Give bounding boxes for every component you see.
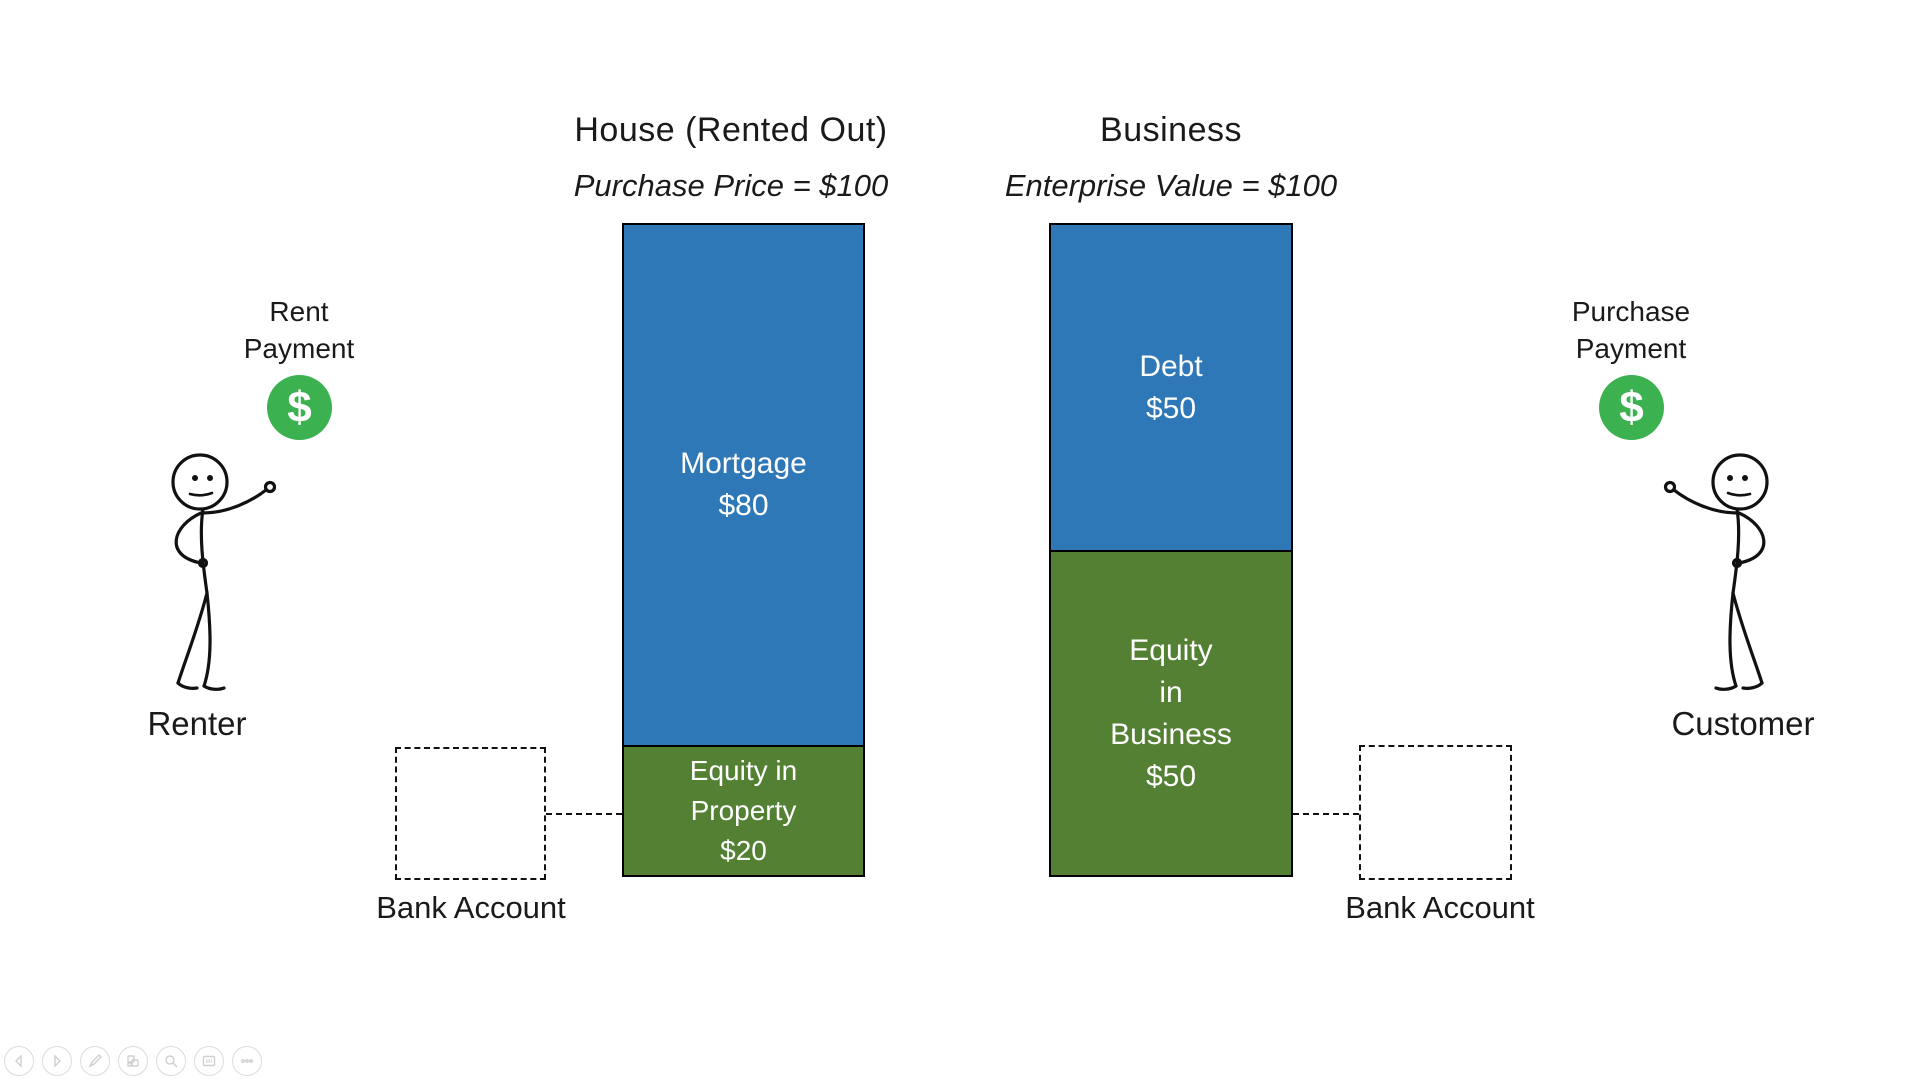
house-subtitle: Purchase Price = $100 xyxy=(573,168,889,203)
bank-connector-left xyxy=(546,813,622,815)
house-title: House (Rented Out) xyxy=(574,111,888,149)
segment-value-line: $50 xyxy=(1145,391,1197,425)
business-stacked-bar: Debt $50 Equity in Business $50 xyxy=(1049,223,1293,877)
slides-icon[interactable] xyxy=(118,1046,148,1076)
segment-label-line: Equity in xyxy=(689,755,798,786)
purchase-payment-line: Payment xyxy=(1575,333,1687,364)
dollar-symbol: $ xyxy=(287,382,312,432)
business-debt-segment: Debt $50 xyxy=(1051,225,1291,550)
rent-payment-label: Rent Payment xyxy=(199,293,399,367)
pen-icon[interactable] xyxy=(80,1046,110,1076)
segment-label-line: Equity xyxy=(1129,633,1213,667)
segment-label-line: Mortgage xyxy=(680,447,807,480)
segment-value-line: $50 xyxy=(1145,759,1197,793)
dollar-coin-icon: $ xyxy=(1599,375,1664,440)
segment-value-line: $80 xyxy=(718,489,769,522)
annotation-toolbar xyxy=(4,1046,262,1076)
customer-label: Customer xyxy=(1671,705,1815,742)
bank-account-box-left xyxy=(395,747,546,880)
business-title: Business xyxy=(1100,111,1242,149)
bank-account-label-right: Bank Account xyxy=(1345,890,1535,925)
segment-value-line: $20 xyxy=(720,835,767,866)
bank-connector-right xyxy=(1293,813,1359,815)
purchase-payment-label: Purchase Payment xyxy=(1531,293,1731,367)
next-icon[interactable] xyxy=(42,1046,72,1076)
bank-account-label-left: Bank Account xyxy=(376,890,566,925)
dollar-symbol: $ xyxy=(1619,382,1644,432)
segment-label-line: Business xyxy=(1110,717,1232,751)
rent-payment-line: Payment xyxy=(243,333,355,364)
previous-icon[interactable] xyxy=(4,1046,34,1076)
more-icon[interactable] xyxy=(232,1046,262,1076)
rent-payment-line: Rent xyxy=(269,296,329,327)
renter-stick-figure xyxy=(171,453,277,691)
segment-label-line: Property xyxy=(690,795,797,826)
business-subtitle: Enterprise Value = $100 xyxy=(1004,168,1338,203)
zoom-icon[interactable] xyxy=(156,1046,186,1076)
purchase-payment-line: Purchase xyxy=(1571,296,1691,327)
dollar-coin-icon: $ xyxy=(267,375,332,440)
house-mortgage-segment: Mortgage $80 xyxy=(624,225,863,745)
segment-label-line: Debt xyxy=(1139,349,1203,383)
house-stacked-bar: Mortgage $80 Equity in Property $20 xyxy=(622,223,865,877)
renter-label: Renter xyxy=(147,705,247,742)
business-equity-segment: Equity in Business $50 xyxy=(1051,550,1291,875)
house-equity-segment: Equity in Property $20 xyxy=(624,745,863,875)
segment-label-line: in xyxy=(1159,675,1183,709)
bank-account-box-right xyxy=(1359,745,1512,880)
whiteboard-icon[interactable] xyxy=(194,1046,224,1076)
customer-stick-figure xyxy=(1663,453,1769,691)
